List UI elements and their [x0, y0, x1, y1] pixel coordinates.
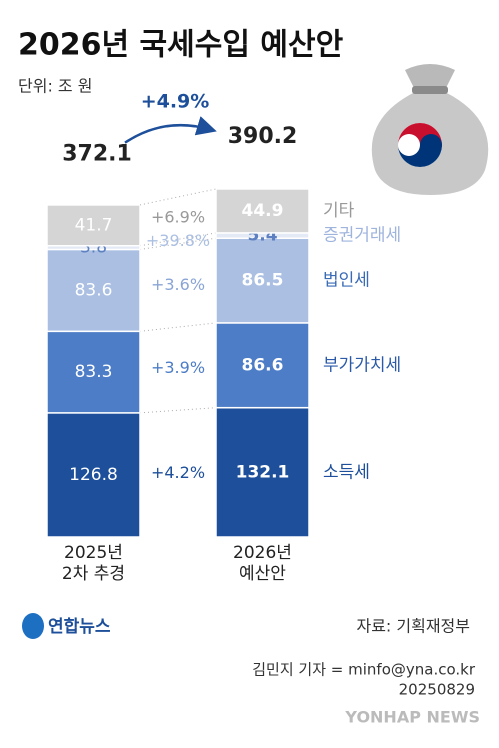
- logo: 연합뉴스: [22, 613, 111, 639]
- series-name: 부가가치세: [323, 355, 401, 375]
- connector: [139, 407, 217, 414]
- money-bag-icon: [371, 64, 489, 195]
- logo-text: 연합뉴스: [48, 616, 111, 637]
- bar-segment: [215, 406, 310, 538]
- change-label: +39.8%: [146, 231, 210, 250]
- bar-segment: [215, 322, 310, 409]
- connector: [139, 322, 217, 332]
- connector: [139, 188, 217, 206]
- watermark: YONHAP NEWS: [344, 708, 480, 727]
- bar-segment: [46, 204, 141, 247]
- change-label: +4.2%: [151, 463, 205, 482]
- bar-segment: [215, 188, 310, 234]
- value-label: 132.1: [236, 462, 290, 482]
- change-label: +3.9%: [151, 358, 205, 377]
- credit: 김민지 기자 = minfo@yna.co.kr: [252, 661, 476, 679]
- connector: [139, 237, 217, 250]
- change-label: +3.6%: [151, 275, 205, 294]
- bar-segment: [46, 412, 141, 538]
- series-name: 기타: [323, 201, 355, 221]
- category-label: 2025년 2차 추경: [61, 543, 126, 584]
- series-name: 법인세: [323, 271, 370, 291]
- total-label: 372.1: [62, 142, 132, 167]
- change-arrow: [124, 116, 217, 144]
- title: 2026년 국세수입 예산안: [18, 28, 344, 63]
- category-label: 2026년 예산안: [233, 543, 292, 584]
- total-change: +4.9%: [141, 91, 210, 113]
- bar-segment: [215, 237, 310, 324]
- unit: 단위: 조 원: [18, 77, 92, 96]
- series-name: 소득세: [323, 462, 370, 482]
- bar-segment: [46, 330, 141, 414]
- connector: [139, 232, 217, 247]
- value-label: 41.7: [75, 215, 113, 235]
- total-label: 390.2: [228, 124, 298, 149]
- value-label: 83.6: [75, 280, 113, 300]
- value-label: 44.9: [242, 201, 284, 221]
- date: 20250829: [399, 681, 475, 699]
- value-label: 86.6: [242, 355, 284, 375]
- change-label: +6.9%: [151, 208, 205, 227]
- value-label: 86.5: [242, 271, 284, 291]
- source: 자료: 기획재정부: [356, 617, 470, 636]
- value-label: 83.3: [75, 362, 113, 382]
- value-label: 126.8: [69, 465, 118, 485]
- series-name: 증권거래세: [323, 226, 401, 246]
